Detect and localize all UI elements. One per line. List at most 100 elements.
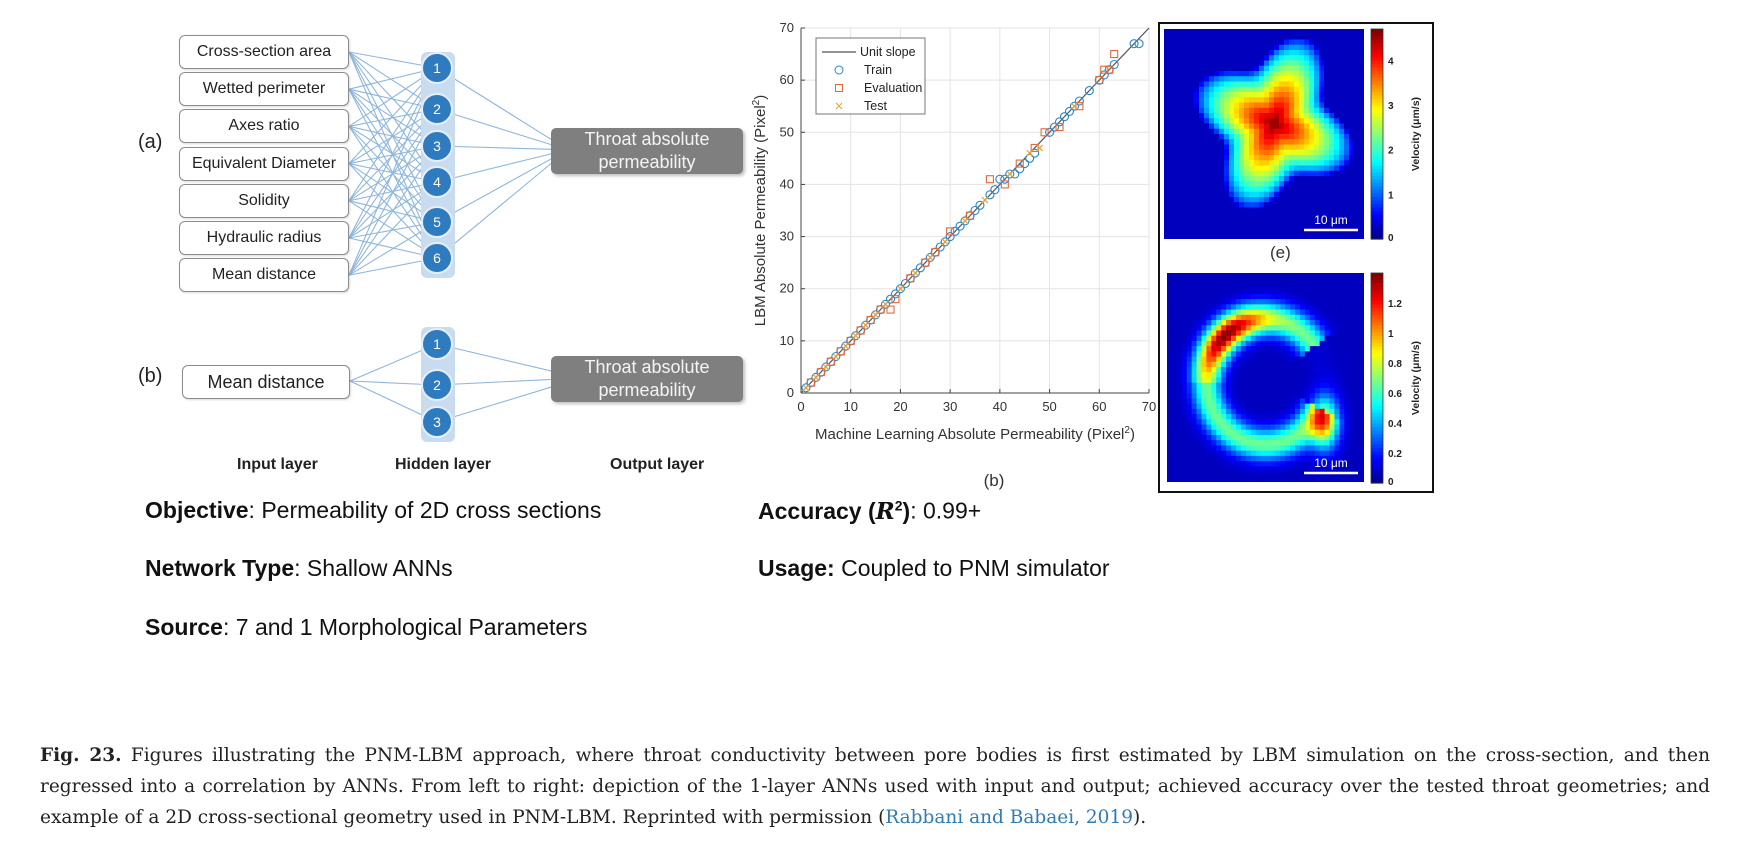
heat-cell: [1260, 314, 1267, 321]
heat-cell: [1229, 92, 1235, 98]
heat-cell: [1171, 330, 1178, 337]
heat-cell: [1284, 107, 1290, 114]
heat-cell: [1299, 60, 1305, 67]
heat-cell: [1206, 299, 1212, 305]
x-tick-label: 20: [893, 399, 907, 414]
heat-cell: [1295, 445, 1301, 452]
heat-cell: [1359, 155, 1364, 161]
colorbar-segment: [1371, 311, 1383, 316]
heat-cell: [1191, 382, 1198, 389]
heat-cell: [1219, 165, 1225, 172]
heat-cell: [1265, 466, 1272, 473]
heat-cell: [1169, 218, 1175, 224]
input-mean-distance-b: Mean distance: [182, 365, 350, 399]
heat-cell: [1189, 134, 1195, 140]
heat-cell: [1239, 176, 1245, 182]
heat-cell: [1354, 176, 1360, 182]
heat-cell: [1184, 60, 1190, 67]
heat-cell: [1231, 408, 1237, 415]
heat-cell: [1229, 165, 1235, 172]
heat-cell: [1359, 445, 1364, 452]
heat-cell: [1314, 160, 1320, 167]
heat-cell: [1164, 44, 1170, 51]
heat-cell: [1299, 461, 1306, 467]
heat-cell: [1209, 50, 1215, 56]
heat-cell: [1244, 207, 1250, 214]
heat-cell: [1235, 445, 1242, 452]
heat-cell: [1359, 288, 1364, 295]
heat-cell: [1324, 44, 1330, 51]
heat-cell: [1349, 60, 1355, 67]
heat-cell: [1299, 186, 1305, 193]
heat-cell: [1226, 304, 1232, 311]
heat-cell: [1349, 212, 1355, 219]
heat-cell: [1260, 445, 1267, 452]
citation-link[interactable]: Rabbani and Babaei, 2019: [885, 807, 1133, 828]
heat-cell: [1334, 113, 1340, 119]
heat-cell: [1184, 97, 1190, 104]
heat-cell: [1164, 71, 1170, 77]
heat-cell: [1344, 330, 1350, 337]
heat-cell: [1289, 102, 1295, 109]
heat-cell: [1329, 218, 1335, 224]
heat-cell: [1319, 309, 1326, 316]
heat-cell: [1309, 76, 1315, 83]
heat-cell: [1329, 191, 1335, 198]
heat-cell: [1280, 325, 1286, 332]
heat-cell: [1289, 60, 1295, 67]
heat-cell: [1354, 86, 1360, 93]
heat-cell: [1265, 367, 1272, 373]
heat-cell: [1231, 419, 1237, 426]
heat-cell: [1249, 86, 1255, 93]
heat-cell: [1194, 218, 1200, 224]
heat-cell: [1299, 233, 1305, 239]
heat-cell: [1186, 309, 1193, 316]
heat-cell: [1235, 434, 1242, 441]
heat-cell: [1196, 414, 1203, 420]
heat-cell: [1229, 160, 1235, 167]
heat-cell: [1339, 202, 1345, 209]
heat-cell: [1319, 414, 1326, 420]
heat-cell: [1354, 377, 1360, 384]
figure-caption: Fig. 23. Figures illustrating the PNM-LB…: [40, 740, 1710, 833]
heat-cell: [1339, 207, 1345, 214]
heat-cell: [1344, 351, 1350, 358]
heat-cell: [1179, 86, 1185, 93]
heat-cell: [1226, 429, 1232, 436]
heat-cell: [1189, 207, 1195, 214]
heat-cell: [1324, 429, 1331, 436]
heat-cell: [1329, 450, 1336, 457]
hidden-node-b-3: 3: [421, 406, 453, 438]
heat-cell: [1204, 65, 1210, 72]
heat-cell: [1199, 55, 1205, 62]
heat-cell: [1354, 191, 1360, 198]
heat-cell: [1239, 197, 1245, 203]
heat-cell: [1194, 186, 1200, 193]
heat-cell: [1209, 197, 1215, 203]
heat-cell: [1174, 92, 1180, 98]
heat-cell: [1290, 419, 1296, 426]
heat-cell: [1204, 223, 1210, 230]
heat-cell: [1329, 382, 1336, 389]
colorbar-segment: [1371, 60, 1383, 65]
heat-cell: [1324, 387, 1331, 394]
heat-cell: [1314, 403, 1321, 410]
heat-cell: [1289, 218, 1295, 224]
heat-cell: [1167, 288, 1173, 295]
heat-cell: [1279, 176, 1285, 182]
heat-cell: [1167, 403, 1173, 410]
heat-cell: [1174, 186, 1180, 193]
heat-cell: [1216, 335, 1222, 342]
heat-cell: [1226, 403, 1232, 410]
heat-cell: [1250, 414, 1257, 420]
heat-cell: [1304, 118, 1310, 125]
heat-cell: [1250, 476, 1257, 482]
heat-cell: [1231, 466, 1237, 473]
heat-cell: [1211, 320, 1217, 326]
heat-cell: [1334, 60, 1340, 67]
heat-cell: [1181, 309, 1188, 316]
heat-cell: [1199, 92, 1205, 98]
heat-cell: [1245, 325, 1252, 332]
heat-cell: [1174, 176, 1180, 182]
heat-cell: [1349, 293, 1355, 300]
